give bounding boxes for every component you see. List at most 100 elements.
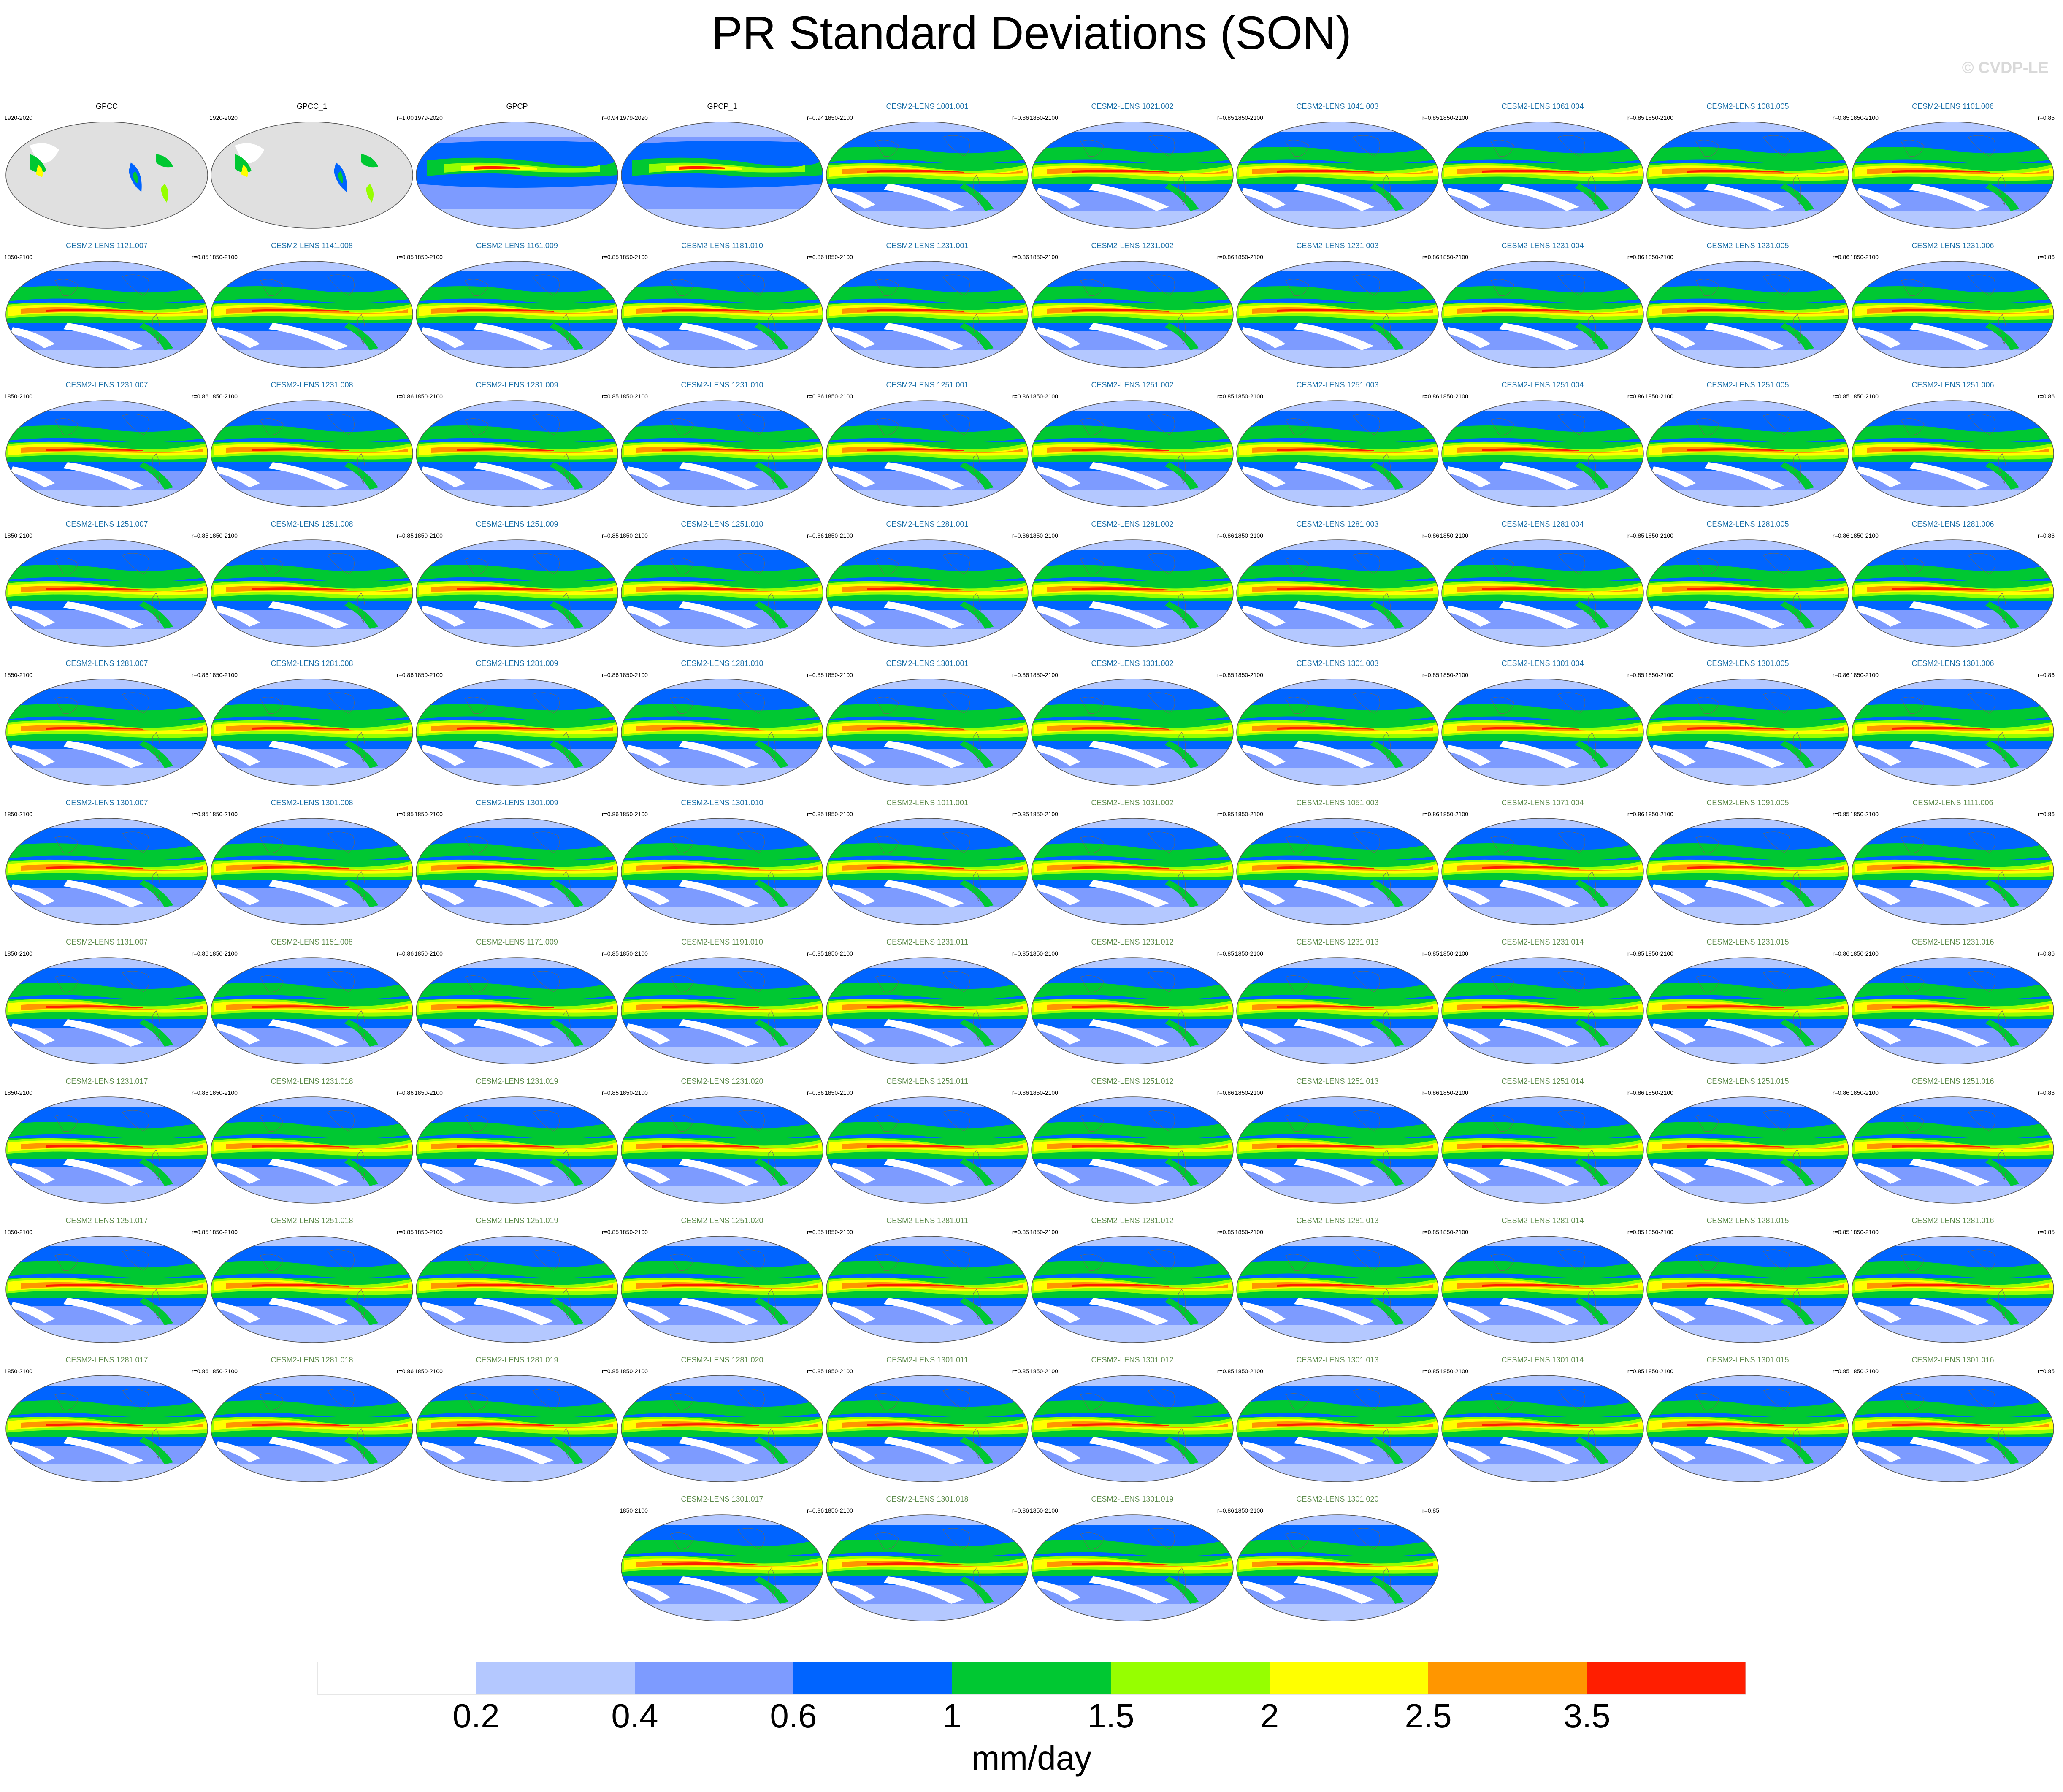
panel-title: CESM2-LENS 1021.002 <box>1091 102 1174 111</box>
panel-pattern-correlation: r=0.86 <box>1217 254 1234 260</box>
panel-pattern-correlation: r=0.85 <box>1627 1368 1644 1375</box>
map-panel: CESM2-LENS 1301.009 1850-2100 r=0.86 <box>414 799 620 935</box>
map-panel: CESM2-LENS 1251.003 1850-2100 r=0.86 <box>1235 381 1440 517</box>
panel-title: CESM2-LENS 1301.002 <box>1091 659 1174 668</box>
panel-pattern-correlation: r=0.85 <box>396 254 414 260</box>
panel-years: 1920-2020 <box>209 114 238 121</box>
world-map <box>1440 817 1645 927</box>
panel-years: 1850-2100 <box>1850 671 1879 678</box>
map-panel: CESM2-LENS 1281.003 1850-2100 r=0.86 <box>1235 520 1440 656</box>
map-panel: CESM2-LENS 1011.001 1850-2100 r=0.85 <box>825 799 1030 935</box>
panel-pattern-correlation: r=0.85 <box>1217 671 1234 678</box>
panel-title: CESM2-LENS 1001.001 <box>886 102 969 111</box>
panel-pattern-correlation: r=0.85 <box>601 1089 619 1096</box>
panel-pattern-correlation: r=0.85 <box>1832 393 1849 400</box>
panel-years: 1850-2100 <box>4 1229 32 1235</box>
panel-title: CESM2-LENS 1301.015 <box>1706 1356 1789 1364</box>
panel-title: CESM2-LENS 1281.010 <box>681 659 763 668</box>
panel-title: CESM2-LENS 1281.017 <box>65 1356 148 1364</box>
colorbar-tick-label: 2.5 <box>1405 1697 1452 1735</box>
world-map <box>1030 1513 1235 1624</box>
panel-title: CESM2-LENS 1051.003 <box>1296 799 1379 807</box>
panel-years: 1850-2100 <box>4 671 32 678</box>
map-panel: CESM2-LENS 1301.007 1850-2100 r=0.85 <box>4 799 209 935</box>
map-panel: CESM2-LENS 1251.006 1850-2100 r=0.86 <box>1850 381 2055 517</box>
panel-pattern-correlation: r=0.85 <box>1422 1507 1439 1514</box>
map-panel: CESM2-LENS 1251.009 1850-2100 r=0.85 <box>414 520 620 656</box>
panel-years: 1850-2100 <box>620 254 648 260</box>
panel-title: CESM2-LENS 1281.001 <box>886 520 969 528</box>
map-panel: CESM2-LENS 1301.010 1850-2100 r=0.85 <box>620 799 825 935</box>
panel-pattern-correlation: r=0.85 <box>1422 950 1439 957</box>
panel-pattern-correlation: r=0.85 <box>396 1229 414 1235</box>
panel-pattern-correlation: r=0.86 <box>807 532 824 539</box>
panel-title: CESM2-LENS 1101.006 <box>1912 102 1994 111</box>
map-panel: CESM2-LENS 1231.012 1850-2100 r=0.85 <box>1030 938 1235 1074</box>
map-panel: CESM2-LENS 1231.006 1850-2100 r=0.86 <box>1850 241 2055 378</box>
panel-years: 1850-2100 <box>4 393 32 400</box>
map-panel: CESM2-LENS 1251.011 1850-2100 r=0.86 <box>825 1077 1030 1213</box>
world-map <box>1030 538 1235 649</box>
world-map <box>1235 817 1440 927</box>
panel-title: CESM2-LENS 1251.013 <box>1296 1077 1379 1085</box>
panel-years: 1850-2100 <box>4 254 32 260</box>
panel-title: CESM2-LENS 1301.017 <box>681 1495 763 1503</box>
panel-title: CESM2-LENS 1231.017 <box>65 1077 148 1085</box>
map-panel: CESM2-LENS 1091.005 1850-2100 r=0.85 <box>1645 799 1850 935</box>
map-panel: CESM2-LENS 1231.007 1850-2100 r=0.86 <box>4 381 209 517</box>
panel-title: CESM2-LENS 1231.003 <box>1296 241 1379 250</box>
colorbar-tick-label: 0.6 <box>770 1697 817 1735</box>
panel-years: 1850-2100 <box>1850 1229 1879 1235</box>
map-panel: CESM2-LENS 1251.013 1850-2100 r=0.86 <box>1235 1077 1440 1213</box>
panel-pattern-correlation: r=0.85 <box>1217 950 1234 957</box>
world-map <box>1030 1095 1235 1206</box>
map-panel: CESM2-LENS 1281.010 1850-2100 r=0.85 <box>620 659 825 796</box>
panel-title: CESM2-LENS 1231.009 <box>476 381 558 389</box>
world-map <box>209 817 414 927</box>
map-panel: CESM2-LENS 1031.002 1850-2100 r=0.85 <box>1030 799 1235 935</box>
panel-title: GPCC <box>95 102 118 111</box>
panel-title: CESM2-LENS 1071.004 <box>1501 799 1584 807</box>
panel-years: 1850-2100 <box>209 1229 238 1235</box>
map-panel: CESM2-LENS 1231.010 1850-2100 r=0.86 <box>620 381 825 517</box>
panel-pattern-correlation: r=0.85 <box>601 254 619 260</box>
panel-pattern-correlation: r=0.85 <box>1012 811 1029 817</box>
panel-years: 1850-2100 <box>1440 1368 1468 1375</box>
panel-pattern-correlation: r=0.86 <box>396 393 414 400</box>
world-map <box>825 1095 1030 1206</box>
map-panel: CESM2-LENS 1251.014 1850-2100 r=0.86 <box>1440 1077 1645 1213</box>
panel-years: 1850-2100 <box>209 254 238 260</box>
panel-title: CESM2-LENS 1061.004 <box>1501 102 1584 111</box>
map-panel: CESM2-LENS 1231.017 1850-2100 r=0.86 <box>4 1077 209 1213</box>
panel-pattern-correlation: r=0.86 <box>601 811 619 817</box>
panel-years: 1850-2100 <box>209 950 238 957</box>
panel-years: 1850-2100 <box>414 254 443 260</box>
panel-title: CESM2-LENS 1031.002 <box>1091 799 1174 807</box>
panel-title: CESM2-LENS 1281.007 <box>65 659 148 668</box>
world-map <box>1030 1234 1235 1345</box>
panel-years: 1850-2100 <box>1645 811 1673 817</box>
panel-years: 1850-2100 <box>1645 393 1673 400</box>
panel-years: 1850-2100 <box>1235 532 1263 539</box>
panel-pattern-correlation: r=0.85 <box>1832 811 1849 817</box>
panel-pattern-correlation: r=0.86 <box>1832 671 1849 678</box>
world-map <box>1850 538 2055 649</box>
map-panel: CESM2-LENS 1131.007 1850-2100 r=0.86 <box>4 938 209 1074</box>
panel-title: CESM2-LENS 1231.010 <box>681 381 763 389</box>
panel-years: 1850-2100 <box>4 1368 32 1375</box>
panel-years: 1850-2100 <box>1645 671 1673 678</box>
panel-title: CESM2-LENS 1281.005 <box>1706 520 1789 528</box>
panel-title: CESM2-LENS 1281.006 <box>1911 520 1994 528</box>
map-panel: CESM2-LENS 1231.003 1850-2100 r=0.86 <box>1235 241 1440 378</box>
panel-title: CESM2-LENS 1251.017 <box>65 1216 148 1225</box>
map-panel: GPCP_1 1979-2020 r=0.94 <box>620 102 825 238</box>
world-map <box>1235 120 1440 231</box>
map-panel: CESM2-LENS 1231.001 1850-2100 r=0.86 <box>825 241 1030 378</box>
panel-years: 1850-2100 <box>825 532 853 539</box>
panel-years: 1850-2100 <box>1030 950 1058 957</box>
panel-years: 1850-2100 <box>1645 114 1673 121</box>
world-map <box>1645 1374 1850 1484</box>
panel-years: 1850-2100 <box>1030 1368 1058 1375</box>
map-panel: CESM2-LENS 1101.006 1850-2100 r=0.85 <box>1850 102 2055 238</box>
world-map <box>1645 1095 1850 1206</box>
